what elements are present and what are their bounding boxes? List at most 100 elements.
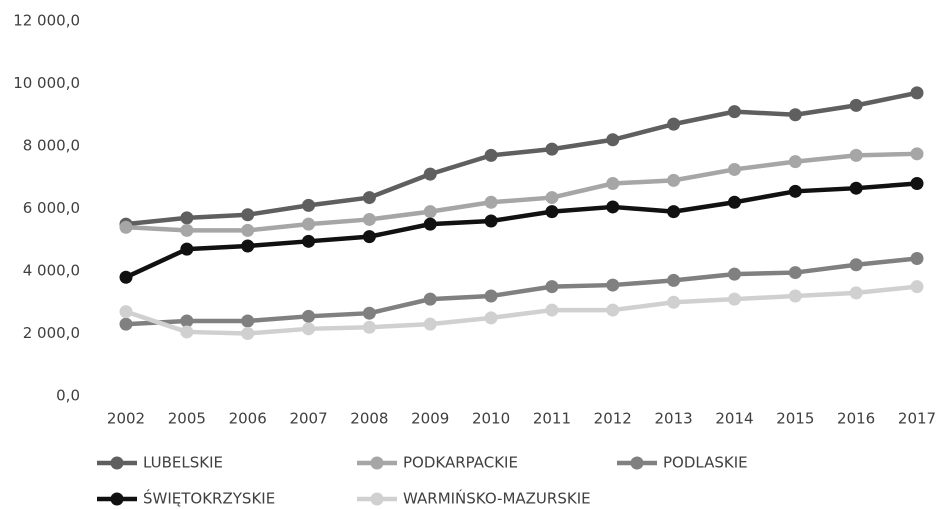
y-tick-label: 10 000,0	[13, 74, 80, 92]
data-point	[849, 286, 863, 300]
data-point	[545, 280, 559, 294]
x-tick-label: 2010	[472, 410, 510, 428]
y-tick-label: 8 000,0	[23, 137, 80, 155]
y-tick-label: 2 000,0	[23, 324, 80, 342]
data-point	[241, 327, 255, 340]
data-point	[484, 214, 498, 228]
data-point	[606, 303, 620, 317]
data-point	[788, 266, 802, 280]
data-point	[788, 108, 802, 122]
y-tick-label: 4 000,0	[23, 262, 80, 280]
data-point	[910, 147, 924, 161]
data-point	[667, 173, 681, 187]
data-point	[180, 242, 194, 256]
data-point	[119, 317, 133, 331]
data-point	[667, 295, 681, 309]
data-point	[362, 191, 376, 205]
data-point	[423, 317, 437, 331]
data-point	[362, 230, 376, 244]
data-point	[727, 267, 741, 281]
data-point	[180, 325, 194, 339]
data-point	[484, 289, 498, 303]
series-line	[125, 90, 918, 227]
x-tick-label: 2013	[655, 410, 693, 428]
y-tick-label: 6 000,0	[23, 199, 80, 217]
data-point	[484, 195, 498, 209]
data-point	[241, 239, 255, 253]
data-point	[727, 162, 741, 176]
data-point	[484, 311, 498, 325]
data-point	[849, 181, 863, 195]
data-point	[849, 258, 863, 272]
data-point	[362, 320, 376, 334]
data-point	[180, 314, 194, 328]
data-point	[910, 86, 924, 100]
legend-marker	[370, 492, 384, 506]
legend-label: LUBELSKIE	[143, 454, 223, 472]
legend-label: PODKARPACKIE	[403, 454, 518, 472]
data-point	[423, 292, 437, 306]
data-point	[423, 217, 437, 231]
data-point	[910, 280, 924, 294]
data-point	[362, 212, 376, 226]
legend-marker	[110, 456, 124, 470]
series-line	[125, 151, 918, 233]
data-point	[302, 309, 316, 323]
data-point	[241, 314, 255, 328]
data-point	[910, 177, 924, 190]
data-point	[362, 306, 376, 320]
data-point	[788, 289, 802, 303]
x-tick-label: 2015	[776, 410, 814, 428]
series-line	[125, 256, 918, 327]
data-point	[180, 211, 194, 225]
data-point	[545, 303, 559, 317]
x-tick-label: 2014	[715, 410, 753, 428]
data-point	[545, 142, 559, 156]
legend-marker	[630, 456, 644, 470]
data-point	[180, 223, 194, 237]
data-point	[119, 305, 133, 319]
y-tick-label: 0,0	[56, 387, 80, 405]
x-tick-label: 2005	[168, 410, 206, 428]
x-tick-label: 2008	[350, 410, 388, 428]
data-point	[545, 205, 559, 219]
data-point	[727, 105, 741, 119]
legend-label: WARMIŃSKO-MAZURSKIE	[403, 489, 591, 508]
data-point	[849, 148, 863, 162]
legend-marker	[370, 456, 384, 470]
data-point	[788, 155, 802, 169]
data-point	[606, 133, 620, 147]
data-point	[423, 205, 437, 219]
data-point	[606, 177, 620, 190]
x-tick-label: 2006	[229, 410, 267, 428]
x-tick-label: 2009	[411, 410, 449, 428]
data-point	[788, 184, 802, 198]
data-point	[667, 205, 681, 219]
series-line	[125, 181, 918, 280]
x-tick-label: 2017	[898, 410, 936, 428]
data-point	[910, 252, 924, 265]
data-point	[667, 117, 681, 131]
data-point	[667, 273, 681, 287]
data-point	[423, 167, 437, 181]
data-point	[302, 234, 316, 248]
legend-label: ŚWIĘTOKRZYSKIE	[143, 489, 275, 508]
x-tick-label: 2012	[594, 410, 632, 428]
series-line	[125, 284, 918, 336]
data-point	[119, 270, 133, 284]
data-point	[727, 195, 741, 209]
data-point	[241, 223, 255, 237]
x-tick-label: 2016	[837, 410, 875, 428]
x-tick-label: 2011	[533, 410, 571, 428]
data-point	[606, 200, 620, 214]
data-point	[302, 217, 316, 231]
data-point	[849, 98, 863, 112]
legend-marker	[110, 492, 124, 506]
data-point	[606, 278, 620, 292]
data-point	[119, 220, 133, 234]
x-tick-label: 2002	[107, 410, 145, 428]
y-tick-label: 12 000,0	[13, 12, 80, 30]
data-point	[727, 292, 741, 306]
data-point	[241, 208, 255, 222]
